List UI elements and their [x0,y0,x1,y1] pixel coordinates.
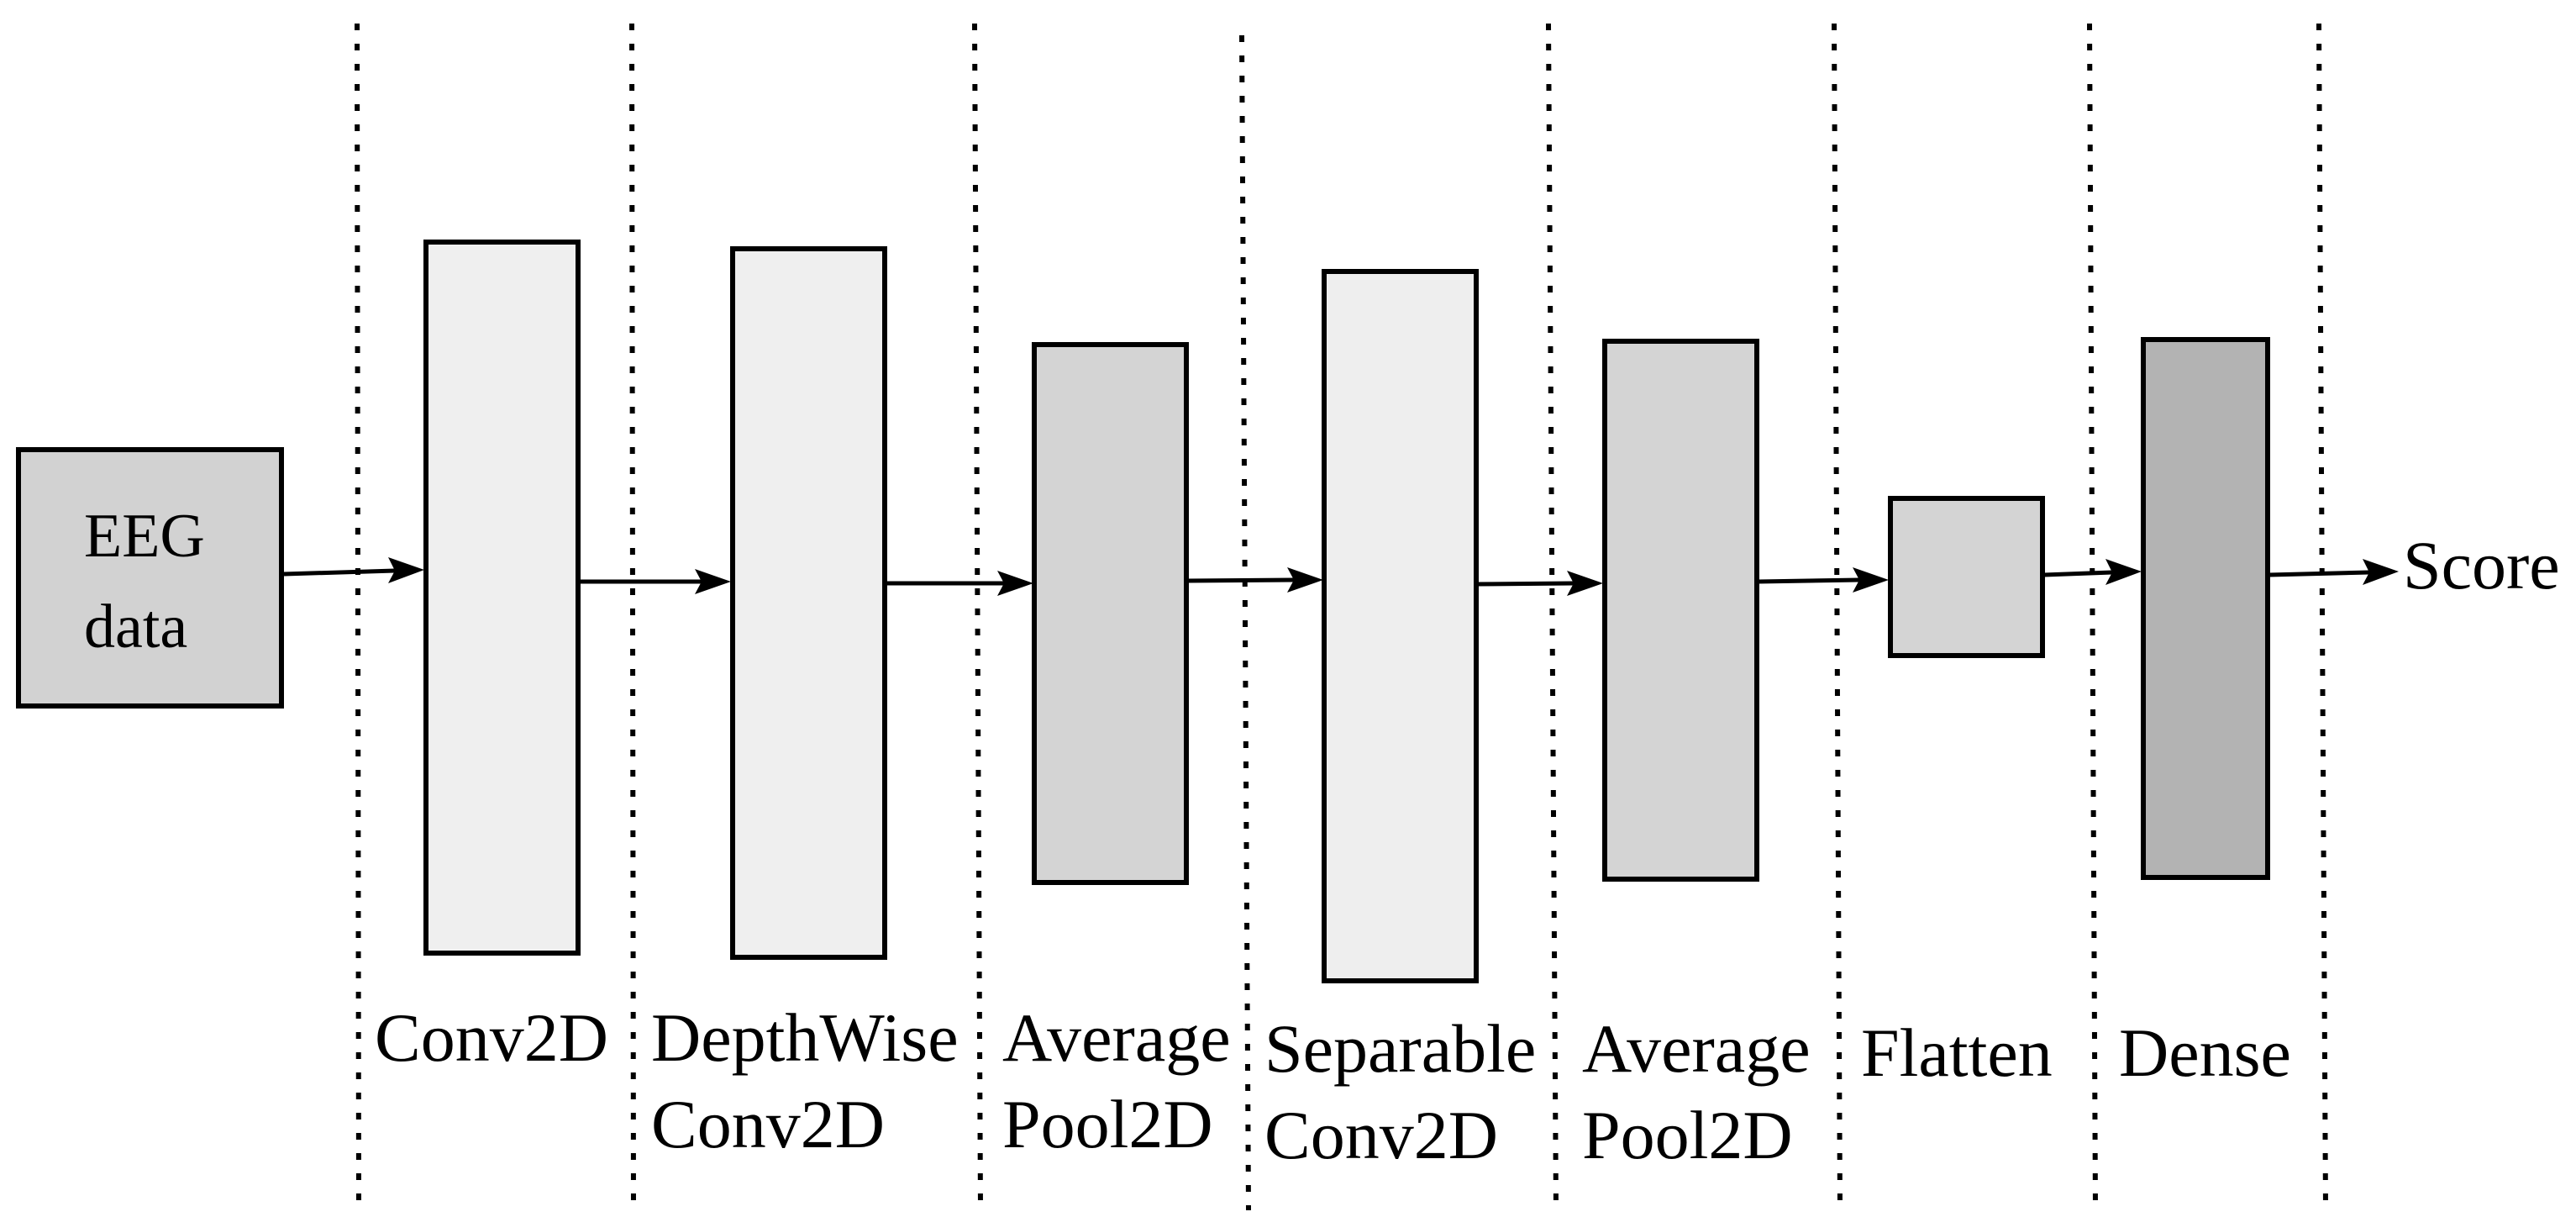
separator-line [972,23,983,1211]
dense-layer-box [2141,337,2270,880]
arrow [2268,559,2399,585]
separable-label-line1: Separable [1264,1010,1536,1087]
separator-line [1832,23,1843,1211]
eeg-data-box [16,447,284,709]
arrow [1187,567,1323,593]
separator-line [2316,23,2328,1211]
average-pool2d-layer-box-1 [1032,342,1189,885]
layer-separators [355,23,2328,1211]
separator-line [1546,23,1559,1211]
separable-conv2d-layer-box [1322,269,1479,983]
arrow [1477,571,1603,596]
average-pool2d-label-2-line2: Pool2D [1582,1097,1793,1173]
depthwise-label-line2: Conv2D [651,1086,885,1162]
score-output-label: Score [2403,527,2560,603]
depthwise-label-line1: DepthWise [651,999,959,1076]
average-pool2d-label-1-line2: Pool2D [1002,1086,1213,1162]
separator-line [2087,23,2098,1211]
arrow [2043,559,2142,585]
arrow [1758,567,1889,593]
layer-boxes [423,240,2270,983]
flow-arrows [283,557,2399,596]
eeg-data-label-line2: data [84,593,187,661]
average-pool2d-label-1-line1: Average [1002,999,1231,1076]
separator-line [1239,34,1251,1211]
separator-line [629,23,636,1211]
eeg-data-label-line1: EEG [84,502,205,571]
flatten-label: Flatten [1861,1014,2053,1091]
layer-labels: Conv2D DepthWise Conv2D Average Pool2D S… [375,999,2291,1173]
average-pool2d-label-2-line1: Average [1582,1010,1811,1087]
conv2d-label: Conv2D [375,999,608,1076]
flatten-layer-box [1888,496,2045,658]
depthwise-conv2d-layer-box [730,246,887,960]
arrow [886,571,1033,596]
conv2d-layer-box [423,240,581,956]
average-pool2d-layer-box-2 [1602,339,1759,882]
arrow [580,569,731,594]
input-block: EEG data [16,447,284,709]
separable-label-line2: Conv2D [1264,1097,1498,1173]
dense-label: Dense [2119,1014,2291,1091]
separator-line [355,23,361,1211]
arrow [283,557,424,583]
